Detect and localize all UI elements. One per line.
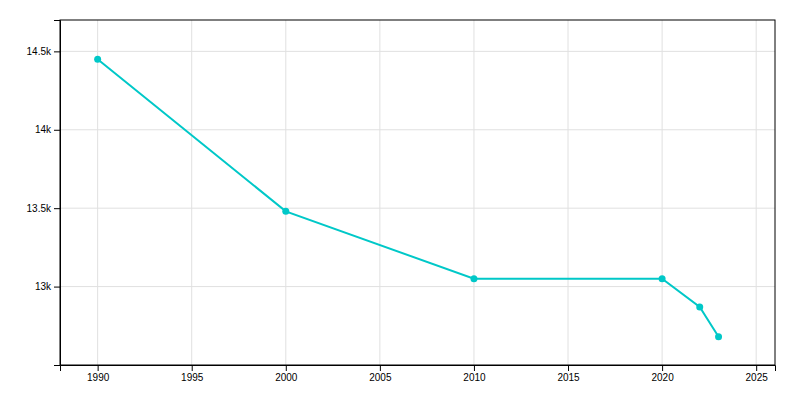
grid-line bbox=[568, 20, 569, 365]
tick-label: 2020 bbox=[651, 372, 674, 383]
x-tick: 2025 bbox=[746, 365, 769, 383]
tick-mark bbox=[474, 365, 475, 371]
x-tick: 2010 bbox=[463, 365, 486, 383]
tick-label: 14k bbox=[35, 124, 52, 135]
marker bbox=[659, 275, 666, 282]
grid-line bbox=[473, 20, 474, 365]
tick-mark bbox=[98, 365, 99, 371]
tick-label: 1995 bbox=[181, 372, 204, 383]
plot: 1990 1995 2000 2005 2010 2015 2020 2025 13k 13.5k… bbox=[27, 20, 776, 383]
tick-mark bbox=[192, 365, 193, 371]
grid-line bbox=[379, 20, 380, 365]
tick-label: 13.5k bbox=[27, 203, 52, 214]
tick-label: 2005 bbox=[369, 372, 392, 383]
marker bbox=[696, 303, 703, 310]
tick-mark bbox=[662, 365, 663, 371]
grid bbox=[60, 20, 775, 365]
tick-mark bbox=[756, 365, 757, 371]
tick-label: 2025 bbox=[746, 372, 769, 383]
tick-mark bbox=[54, 51, 60, 52]
plot-frame bbox=[60, 20, 775, 365]
y-tick: 14.5k bbox=[27, 46, 60, 57]
tick-mark bbox=[568, 365, 569, 371]
x-axis: 1990 1995 2000 2005 2010 2015 2020 2025 bbox=[61, 365, 776, 383]
x-tick: 1995 bbox=[181, 365, 204, 383]
tick-label: 13k bbox=[35, 281, 52, 292]
grid-line bbox=[60, 286, 775, 287]
grid-line bbox=[60, 208, 775, 209]
tick-label: 2000 bbox=[275, 372, 298, 383]
tick-label: 1990 bbox=[87, 372, 110, 383]
tick-mark bbox=[286, 365, 287, 371]
y-tick: 13k bbox=[35, 281, 60, 292]
chart: 1990 1995 2000 2005 2010 2015 2020 2025 13k 13.5k… bbox=[0, 0, 800, 400]
tick-mark bbox=[54, 208, 60, 209]
grid-line bbox=[662, 20, 663, 365]
x-tick: 2005 bbox=[369, 365, 392, 383]
x-tick: 1990 bbox=[87, 365, 110, 383]
grid-line bbox=[60, 51, 775, 52]
y-axis: 13k 13.5k 14k 14.5k bbox=[27, 21, 61, 366]
y-tick: 13.5k bbox=[27, 203, 60, 214]
x-tick: 2000 bbox=[275, 365, 298, 383]
marks bbox=[94, 56, 722, 341]
grid-line bbox=[756, 20, 757, 365]
line bbox=[98, 59, 719, 337]
tick-mark bbox=[54, 130, 60, 131]
marker bbox=[94, 56, 101, 63]
x-tick: 2020 bbox=[651, 365, 674, 383]
marker bbox=[282, 208, 289, 215]
grid-line bbox=[191, 20, 192, 365]
grid-line bbox=[285, 20, 286, 365]
axis-line bbox=[61, 366, 776, 372]
x-tick: 2015 bbox=[557, 365, 580, 383]
tick-mark bbox=[54, 287, 60, 288]
marker bbox=[470, 275, 477, 282]
y-tick: 14k bbox=[35, 124, 60, 135]
marker bbox=[715, 333, 722, 340]
axis-line bbox=[54, 21, 61, 366]
tick-label: 2010 bbox=[463, 372, 486, 383]
grid-line bbox=[60, 129, 775, 130]
tick-label: 2015 bbox=[557, 372, 580, 383]
tick-mark bbox=[380, 365, 381, 371]
grid-line bbox=[97, 20, 98, 365]
tick-label: 14.5k bbox=[27, 46, 52, 57]
